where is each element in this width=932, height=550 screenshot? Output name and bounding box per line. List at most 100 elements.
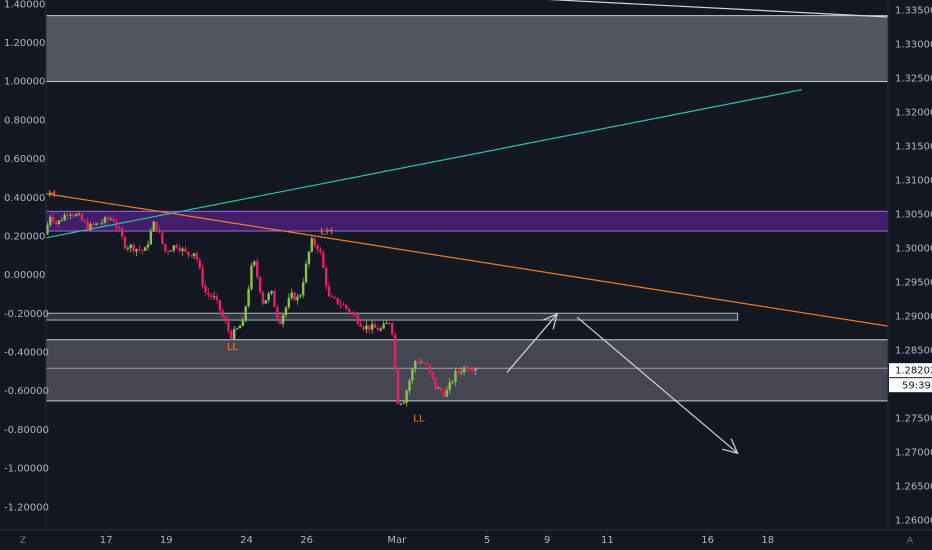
candle-body [299,295,302,297]
candle-body [241,319,245,327]
candle-body [77,214,81,216]
candle-body [313,238,316,246]
candle-body [129,244,132,248]
candle-body [112,218,115,222]
candle-body [264,300,268,304]
candle-body [253,261,256,266]
candle [373,319,377,328]
arrow-shaft [506,313,558,373]
candle-body [359,323,362,327]
candle [304,260,308,284]
right-axis-tick-label: 1.31000 [895,176,932,187]
candle-body [120,228,124,237]
left-axis-tick-label: 0.40000 [4,193,45,204]
candle-body [385,322,388,324]
candle-body [296,296,299,301]
candle [126,245,130,252]
candle-body [345,305,348,309]
annotations-layer: H LH LL LL [48,189,425,424]
left-axis-tick-label: -0.40000 [4,348,49,359]
candle-body [437,387,440,389]
left-axis-tick-label: 1.00000 [4,77,45,88]
candle-body [290,292,293,298]
candle-body [425,363,428,365]
candle-body [261,292,265,304]
candle-body [439,387,443,392]
candle-body [293,292,296,301]
right-axis-tick-label: 1.31500 [895,142,932,153]
candle-body [198,259,201,268]
last-price-box [889,363,932,378]
right-axis-tick-label: 1.32500 [895,74,932,85]
candle [370,320,374,334]
candle [143,246,147,251]
candle [301,277,305,299]
candle-body [356,315,359,324]
right-axis-tick-label: 1.33500 [895,6,932,17]
candle-body [164,243,167,252]
candle [187,251,190,260]
candle-body [86,221,89,230]
candle-body [327,286,331,297]
pattern-label: H [48,189,56,200]
candle-body [184,248,187,252]
zone-box [45,15,889,83]
candle-body [161,232,164,244]
left-axis-tick-label: -0.20000 [4,309,49,320]
candle [339,299,342,309]
candle [342,302,345,306]
candle-body [422,362,426,364]
candle [123,235,127,250]
candle-body [106,217,109,220]
countdown-box [889,378,932,393]
candle-body [388,322,391,324]
candle-body [273,290,276,307]
candle [141,249,144,255]
candle-body [238,326,242,329]
candle [46,222,49,235]
candle-body [227,321,230,331]
candle [368,325,371,334]
candle-body [195,253,199,260]
zone-box [45,210,889,232]
candle [460,368,463,376]
candle [164,243,167,253]
candle [310,235,313,254]
right-corner-label[interactable]: A [907,536,914,546]
last-price-label: 1.28202 [895,366,932,377]
candle [57,220,61,227]
candle [89,221,92,231]
candle-body [319,249,322,253]
candle [241,317,245,327]
candle-body [428,364,431,372]
left-corner-label[interactable]: Z [20,536,26,546]
candle [201,263,204,289]
candle [330,293,334,298]
candle-body [393,334,397,370]
candle [405,389,408,407]
candle-body [347,308,351,313]
left-axis-tick-label: 0.20000 [4,231,45,242]
candle-body [382,323,385,329]
candle [462,365,466,376]
candle-body [72,214,75,217]
candle-body [396,369,400,404]
candle-body [92,223,95,225]
candle [431,371,434,381]
candle [264,300,268,304]
candle-body [457,370,460,373]
candle-body [465,367,469,370]
candle-body [51,216,55,222]
candle-body [126,247,130,249]
candle [414,359,417,373]
candle-body [247,289,250,307]
candle [428,363,431,374]
candle [112,215,115,222]
candle-body [414,361,417,370]
candle-body [370,324,374,330]
right-axis-tick-label: 1.32000 [895,108,932,119]
candle [74,213,78,217]
candle-body [448,382,451,390]
